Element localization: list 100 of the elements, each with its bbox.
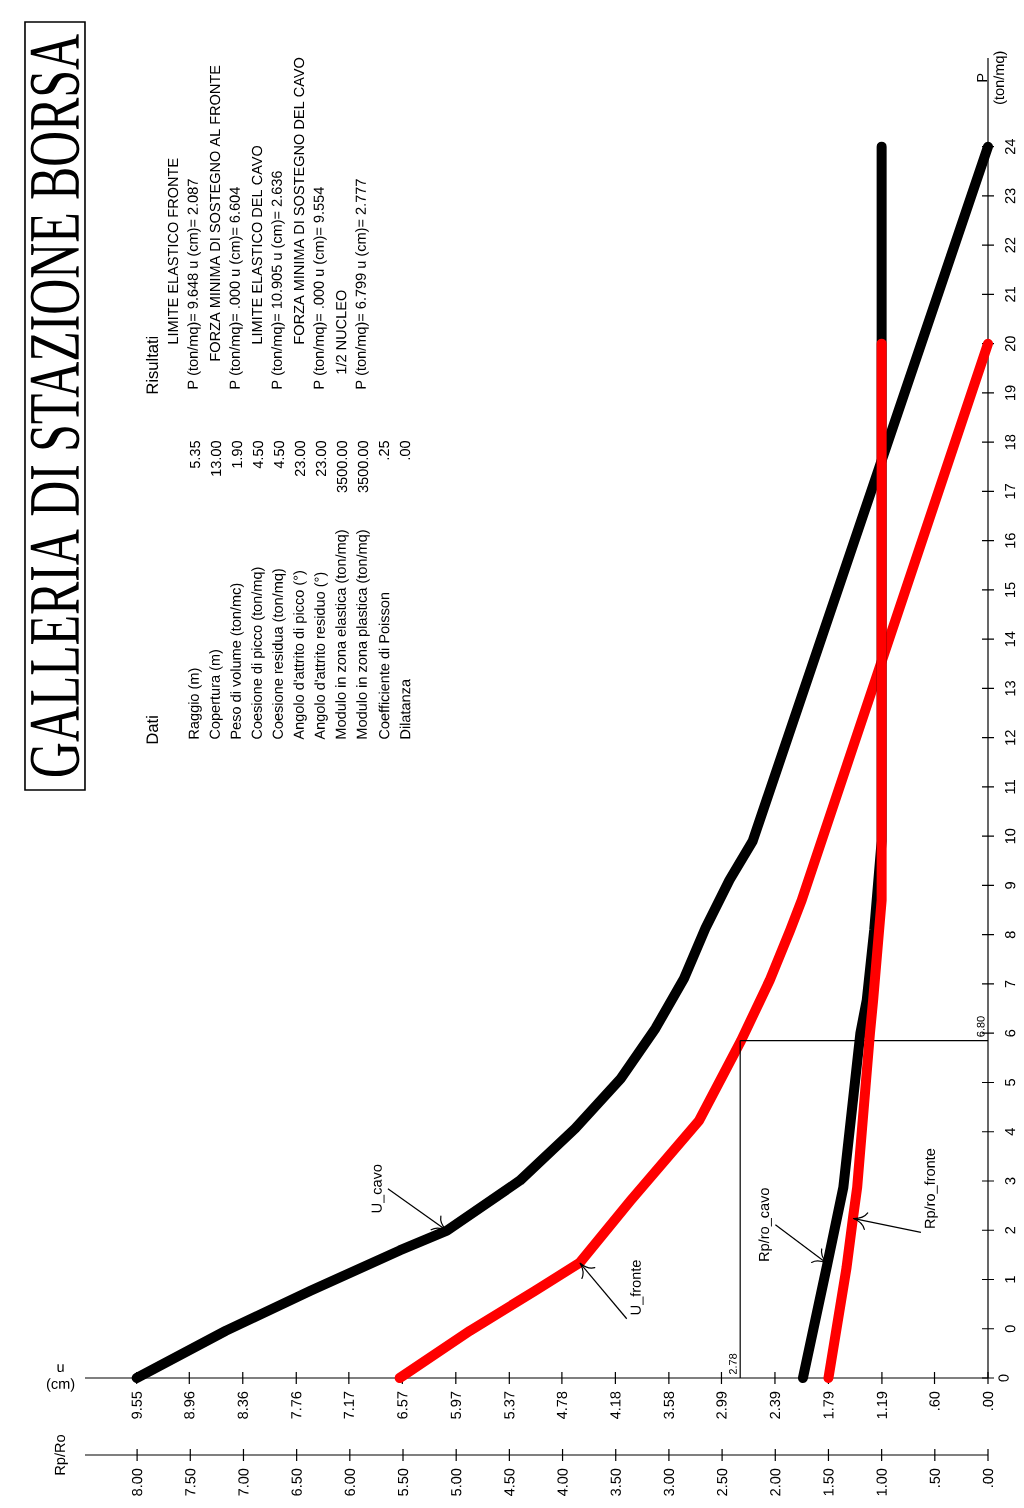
annotation: Dilatanza bbox=[399, 678, 411, 739]
x2-tick-label: 5.50 bbox=[397, 1468, 409, 1496]
x2-tick-label: 7.00 bbox=[238, 1468, 249, 1496]
text: 0 bbox=[998, 1374, 1009, 1382]
annotation: Modulo in zona elastica (ton/mq) bbox=[335, 530, 349, 739]
y-axis-title: P (ton/mq) bbox=[977, 51, 1007, 104]
annotation: P (ton/mq)= .000 u (cm)= 6.604 bbox=[229, 187, 243, 389]
text: Rp/ro_fronte bbox=[924, 1148, 938, 1228]
annotation: Coesione residua (ton/mq) bbox=[272, 569, 286, 739]
annotation: Angolo d'attrito di picco (°) bbox=[293, 571, 307, 740]
annotation: P (ton/mq)= .000 u (cm)= 9.554 bbox=[313, 187, 327, 389]
annotation: Modulo in zona plastica (ton/mq) bbox=[356, 530, 370, 739]
annotation: P (ton/mq)= 6.799 u (cm)= 2.777 bbox=[355, 179, 369, 389]
annotation: P (ton/mq)= 10.905 u (cm)= 2.636 bbox=[271, 171, 285, 389]
x-tick-label: 2.39 bbox=[769, 1391, 781, 1419]
annotation: 5.35 bbox=[189, 441, 201, 469]
x-tick-label: 8.96 bbox=[184, 1391, 195, 1419]
annotation: Copertura (m) bbox=[209, 650, 223, 739]
x2-tick-label: 3.50 bbox=[610, 1468, 621, 1496]
y-tick-label: 22 bbox=[1005, 237, 1016, 253]
annotation: Dati bbox=[145, 716, 159, 744]
annotation: .25 bbox=[378, 441, 390, 460]
annotation: Angolo d'attrito residuo (°) bbox=[314, 572, 328, 740]
y-tick-label: 10 bbox=[1005, 828, 1016, 844]
y-tick-label: 13 bbox=[1005, 681, 1016, 696]
x2-tick-label: 4.00 bbox=[557, 1468, 568, 1497]
x-tick-label: 3.58 bbox=[663, 1391, 675, 1419]
ref-line-label: 2.78 bbox=[729, 1353, 737, 1375]
x-tick-label: 7.76 bbox=[291, 1391, 302, 1419]
annotation: .00 bbox=[399, 440, 411, 460]
y-tick-label: 4 bbox=[1005, 1128, 1016, 1136]
annotation: 3500.00 bbox=[357, 440, 369, 493]
x2-tick-label: 2.50 bbox=[716, 1468, 728, 1496]
x-tick-label: 4.78 bbox=[556, 1391, 568, 1420]
y-tick-label: 18 bbox=[1005, 434, 1016, 450]
x2-tick-label: 1.50 bbox=[823, 1468, 834, 1496]
y-tick-label: 3 bbox=[1005, 1177, 1016, 1185]
annotation: Coefficiente di Poisson bbox=[378, 592, 390, 739]
x-tick-label: .60 bbox=[929, 1391, 940, 1410]
x-tick-label: 4.18 bbox=[610, 1391, 621, 1420]
x2-tick-label: .50 bbox=[929, 1468, 940, 1487]
annotation: 23.00 bbox=[294, 440, 306, 477]
y-tick-label: 2 bbox=[1005, 1226, 1016, 1234]
y-tick-label: 1 bbox=[1005, 1276, 1016, 1283]
y-tick-label: 16 bbox=[1005, 533, 1016, 548]
x-tick-label: 5.37 bbox=[504, 1391, 515, 1419]
x2-tick-label: 2.00 bbox=[770, 1468, 781, 1496]
y-tick-label: 6 bbox=[1005, 1029, 1016, 1037]
x2-tick-label: 6.00 bbox=[344, 1468, 355, 1496]
y-tick-label: 5 bbox=[1005, 1079, 1016, 1086]
x-tick-label: 2.99 bbox=[716, 1391, 727, 1419]
y-tick-label: 14 bbox=[1005, 631, 1016, 647]
x-tick-label: 1.19 bbox=[876, 1391, 888, 1419]
text: U_fronte bbox=[630, 1260, 644, 1315]
y-tick-label: 23 bbox=[1005, 188, 1016, 204]
x-axis-title: u (cm) bbox=[46, 1364, 75, 1392]
y-tick-label: 8 bbox=[1005, 931, 1016, 939]
x2-tick-label: 8.00 bbox=[131, 1468, 143, 1496]
text: GALLERIA DI STAZIONE BORSA bbox=[30, 34, 80, 777]
y-tick-label: 0 bbox=[1005, 1325, 1016, 1333]
y-tick-label: 11 bbox=[1005, 780, 1016, 794]
x-tick-label: 9.55 bbox=[131, 1391, 142, 1419]
x2-tick-label: 1.00 bbox=[876, 1468, 887, 1496]
y-tick-label: 20 bbox=[1005, 336, 1016, 352]
x-tick-label: 7.17 bbox=[343, 1391, 354, 1419]
annotation: Risultati bbox=[145, 336, 159, 394]
x2-tick-label: 4.50 bbox=[504, 1468, 515, 1497]
x2-tick-label: 5.00 bbox=[451, 1468, 462, 1496]
annotation: 6.80 bbox=[976, 1016, 985, 1037]
x2-tick-label: 3.00 bbox=[663, 1468, 675, 1496]
x2-tick-label: .00 bbox=[982, 1468, 994, 1487]
annotation: LIMITE ELASTICO FRONTE bbox=[167, 158, 179, 344]
annotation: Peso di volume (ton/mc) bbox=[230, 583, 244, 739]
x2-axis-title: Rp/Ro bbox=[54, 1435, 68, 1475]
annotation: 13.00 bbox=[210, 440, 222, 476]
x-tick-label: 1.79 bbox=[823, 1391, 834, 1419]
annotation: 23.00 bbox=[315, 440, 327, 477]
annotation: 1.90 bbox=[231, 440, 243, 468]
annotation: LIMITE ELASTICO DEL CAVO bbox=[251, 145, 263, 344]
y-tick-label: 9 bbox=[1005, 882, 1016, 889]
x-tick-label: .00 bbox=[982, 1391, 994, 1410]
x-tick-label: 6.57 bbox=[397, 1391, 408, 1419]
annotation: Raggio (m) bbox=[188, 668, 202, 739]
annotation: 3500.00 bbox=[336, 440, 348, 493]
y-tick-label: 7 bbox=[1005, 980, 1016, 988]
text: U_cavo bbox=[371, 1164, 385, 1213]
annotation: Coesione di picco (ton/mq) bbox=[251, 567, 265, 739]
annotation: 4.50 bbox=[273, 440, 285, 469]
annotation: 4.50 bbox=[252, 440, 264, 469]
x2-tick-label: 6.50 bbox=[291, 1468, 302, 1496]
x-tick-label: 8.36 bbox=[237, 1391, 248, 1419]
annotation: FORZA MINIMA DI SOSTEGNO DEL CAVO bbox=[293, 57, 305, 344]
y-tick-label: 12 bbox=[1005, 730, 1016, 745]
annotation: FORZA MINIMA DI SOSTEGNO AL FRONTE bbox=[209, 65, 221, 361]
y-tick-label: 15 bbox=[1005, 582, 1016, 597]
y-tick-label: 17 bbox=[1005, 484, 1016, 499]
y-tick-label: 21 bbox=[1005, 287, 1016, 302]
y-tick-label: 19 bbox=[1005, 385, 1016, 400]
annotation: P (ton/mq)= 9.648 u (cm)= 2.087 bbox=[187, 179, 201, 389]
annotation: 1/2 NUCLEO bbox=[335, 290, 347, 374]
